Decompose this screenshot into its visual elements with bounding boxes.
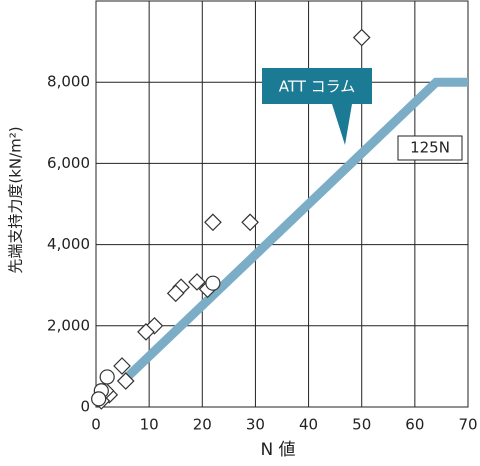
callout-text: ATT コラム (279, 78, 355, 96)
line (124, 77, 468, 380)
y-tick-label: 2,000 (47, 316, 90, 334)
y-axis-label: 先端支持力度(kN/m²) (7, 126, 25, 273)
diamond-point (204, 213, 222, 232)
x-tick-label: 10 (140, 416, 159, 434)
diamond-point (113, 357, 131, 375)
x-tick-label: 20 (193, 416, 212, 434)
diamond-point (145, 316, 164, 335)
diamond-point (166, 284, 185, 303)
diamond-point (188, 273, 206, 291)
line-label-box (397, 135, 463, 161)
diamond-point (241, 213, 259, 232)
diamond-point (137, 323, 155, 341)
y-tick-label: 8,000 (47, 73, 90, 91)
x-tick-label: 50 (352, 416, 371, 434)
circle-point (91, 391, 107, 407)
x-tick-label: 40 (299, 416, 318, 434)
x-axis-label: N 値 (260, 440, 295, 460)
x-tick-label: 60 (405, 416, 424, 434)
plot-frame (95, 0, 469, 408)
circle-point (99, 369, 115, 385)
x-tick-label: 0 (91, 416, 101, 434)
callout (262, 68, 372, 145)
y-tick-label: 4,000 (47, 235, 90, 253)
x-tick-label: 70 (458, 416, 477, 434)
line-label: 125N (410, 139, 450, 157)
y-tick-label: 6,000 (47, 154, 90, 172)
x-tick-label: 30 (246, 416, 265, 434)
diamond-point (352, 28, 371, 47)
y-tick-label: 0 (80, 398, 90, 416)
circle-point (205, 275, 221, 291)
diamond-point (116, 372, 135, 390)
